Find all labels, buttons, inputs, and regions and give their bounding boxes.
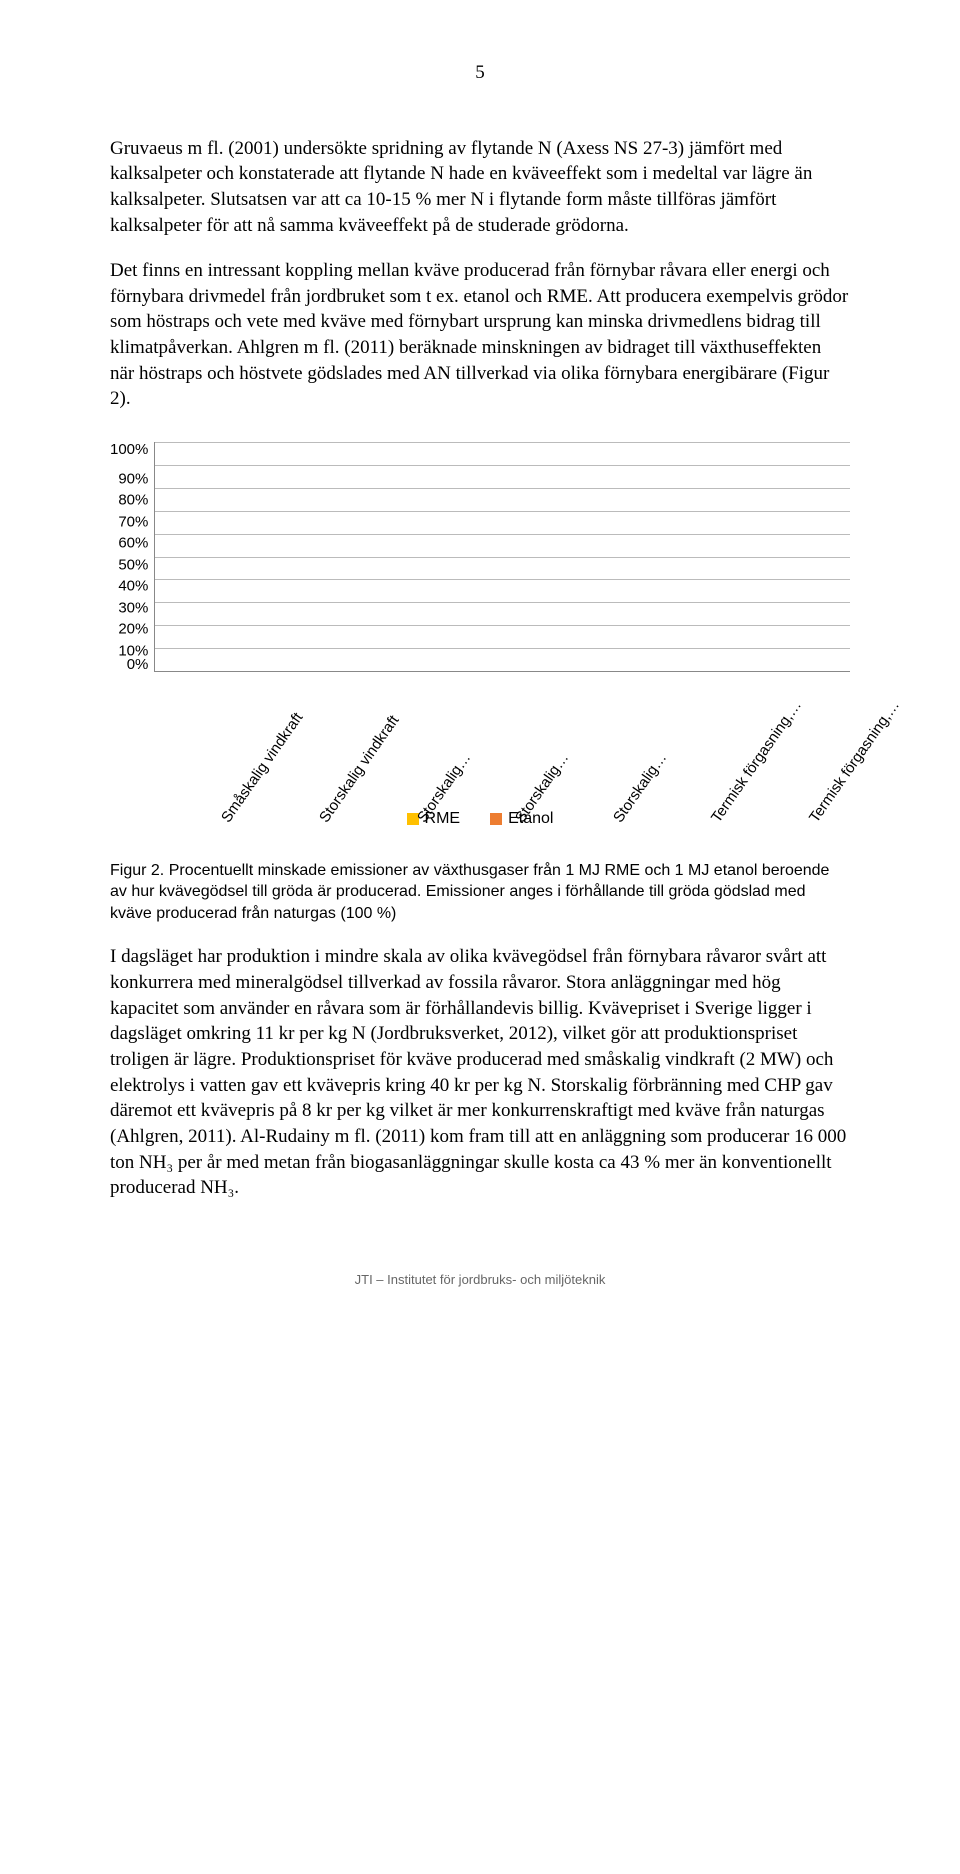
page-number: 5 [110, 60, 850, 86]
y-tick-label: 70% [118, 514, 148, 529]
y-tick-label: 30% [118, 600, 148, 615]
paragraph-1: Gruvaeus m fl. (2001) undersökte spridni… [110, 136, 850, 239]
y-tick-label: 50% [118, 557, 148, 572]
paragraph-3: I dagsläget har produktion i mindre skal… [110, 944, 850, 1200]
y-axis: 100%90%80%70%60%50%40%30%20%10%0% [110, 442, 154, 672]
y-tick-label: 40% [118, 579, 148, 594]
figure-caption: Figur 2. Procentuellt minskade emissione… [110, 860, 850, 925]
bar-chart: 100%90%80%70%60%50%40%30%20%10%0% Småska… [110, 442, 850, 798]
y-tick-label: 90% [118, 471, 148, 486]
y-tick-label: 20% [118, 622, 148, 637]
paragraph-2: Det finns en intressant koppling mellan … [110, 258, 850, 412]
y-tick-label: 80% [118, 493, 148, 508]
bars-container [155, 442, 850, 671]
y-tick-label: 100% [110, 442, 148, 457]
y-tick-label: 0% [127, 657, 149, 672]
y-tick-label: 60% [118, 536, 148, 551]
x-axis: Småskalig vindkraftStorskalig vindkraftS… [164, 678, 850, 798]
footer-text: JTI – Institutet för jordbruks- och milj… [110, 1271, 850, 1289]
plot-area [154, 442, 850, 672]
